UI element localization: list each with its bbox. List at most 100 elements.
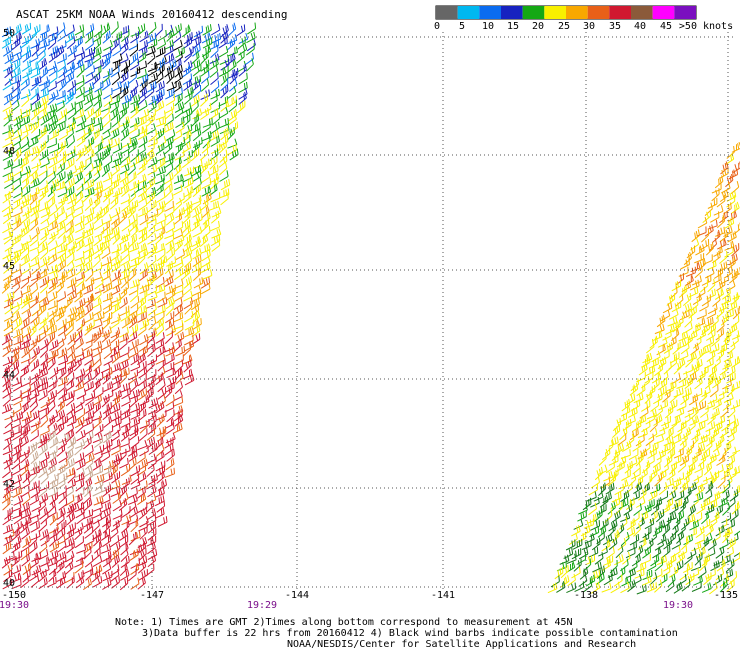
wind-barb bbox=[48, 253, 56, 265]
wind-barb bbox=[147, 359, 154, 372]
wind-barb bbox=[705, 400, 714, 410]
footnote-line-2: 3)Data buffer is 22 hrs from 20160412 4)… bbox=[142, 628, 678, 639]
map-title: ASCAT 25KM NOAA Winds 20160412 descendin… bbox=[16, 8, 288, 21]
wind-barb bbox=[66, 158, 74, 170]
wind-barb bbox=[21, 486, 30, 497]
wind-barb bbox=[725, 217, 734, 228]
wind-barb bbox=[122, 520, 129, 533]
wind-barb bbox=[674, 361, 681, 374]
wind-barb bbox=[663, 330, 672, 341]
wind-barb bbox=[31, 335, 40, 345]
wind-barb bbox=[659, 491, 668, 502]
wind-barb bbox=[111, 285, 120, 296]
wind-barb bbox=[645, 518, 654, 529]
wind-barb bbox=[146, 299, 155, 309]
wind-barb bbox=[732, 162, 740, 173]
wind-barb bbox=[138, 100, 147, 111]
wind-barb bbox=[101, 205, 108, 218]
wind-barb bbox=[12, 158, 21, 168]
wind-barb bbox=[147, 464, 154, 477]
wind-barb bbox=[120, 164, 129, 175]
wind-barb bbox=[67, 246, 75, 258]
wind-barb bbox=[690, 454, 698, 466]
wind-barb bbox=[104, 415, 112, 427]
wind-barb bbox=[12, 457, 20, 469]
wind-barb bbox=[75, 337, 83, 349]
wind-barb bbox=[704, 358, 713, 368]
wind-barb bbox=[157, 414, 164, 427]
wind-barb bbox=[130, 428, 138, 440]
lat-label: 45 bbox=[3, 261, 15, 272]
wind-barb bbox=[75, 251, 84, 261]
wind-barb bbox=[122, 199, 130, 211]
wind-barb bbox=[175, 238, 182, 251]
lat-label: 42 bbox=[3, 479, 15, 490]
wind-barb bbox=[140, 395, 149, 405]
wind-barb bbox=[77, 160, 86, 170]
wind-barb bbox=[84, 86, 93, 97]
wind-barb bbox=[119, 25, 128, 35]
wind-barb bbox=[148, 233, 157, 244]
wind-barb bbox=[699, 300, 708, 311]
wind-barb bbox=[110, 128, 119, 139]
wind-barb bbox=[551, 576, 559, 587]
wind-barb bbox=[155, 339, 164, 350]
wind-barb bbox=[662, 566, 670, 578]
wind-barb bbox=[620, 512, 629, 522]
wind-barb bbox=[710, 211, 719, 222]
wind-barb bbox=[93, 549, 101, 561]
wind-barb bbox=[120, 107, 127, 120]
wind-barb bbox=[660, 463, 668, 475]
wind-barb bbox=[32, 227, 40, 240]
wind-barb bbox=[30, 200, 39, 210]
wind-barb bbox=[166, 241, 174, 253]
wind-barb bbox=[146, 454, 155, 464]
wind-barb bbox=[156, 231, 163, 244]
wind-barb bbox=[121, 242, 129, 254]
wind-barb bbox=[22, 23, 31, 34]
footnote-line-1: Note: 1) Times are GMT 2)Times along bot… bbox=[115, 617, 573, 628]
lat-label: 40 bbox=[3, 578, 15, 589]
wind-barb bbox=[138, 521, 147, 531]
wind-barb bbox=[572, 548, 581, 559]
wind-barb bbox=[731, 292, 739, 305]
wind-barb bbox=[84, 312, 93, 323]
wind-barb bbox=[58, 332, 66, 344]
wind-barb bbox=[76, 122, 85, 132]
wind-barb bbox=[3, 513, 11, 525]
wind-barb bbox=[665, 324, 674, 334]
wind-barb bbox=[58, 540, 66, 552]
wind-barb bbox=[139, 507, 147, 519]
wind-barb bbox=[58, 23, 65, 36]
wind-barb bbox=[49, 451, 57, 463]
wind-barb bbox=[721, 162, 729, 175]
grid-lines bbox=[8, 32, 736, 590]
wind-barb bbox=[674, 582, 682, 593]
wind-barb bbox=[618, 538, 626, 550]
wind-barb bbox=[637, 585, 646, 594]
wind-barb bbox=[633, 574, 642, 585]
wind-barb bbox=[101, 544, 110, 554]
wind-barb bbox=[30, 470, 37, 483]
wind-barb bbox=[31, 575, 39, 587]
wind-barb bbox=[733, 223, 740, 235]
wind-barb bbox=[164, 229, 173, 239]
wind-barb bbox=[704, 317, 713, 327]
wind-barb bbox=[609, 437, 618, 447]
wind-barb bbox=[14, 243, 23, 253]
wind-barb bbox=[66, 318, 73, 331]
wind-barb bbox=[711, 315, 719, 328]
wind-barb bbox=[200, 161, 207, 174]
wind-barb bbox=[58, 348, 67, 358]
wind-barb bbox=[666, 580, 674, 592]
wind-barb bbox=[22, 185, 30, 197]
colorbar-swatch bbox=[631, 6, 653, 19]
colorbar-swatch bbox=[501, 6, 523, 19]
wind-barb bbox=[58, 324, 66, 336]
wind-barb bbox=[93, 433, 102, 443]
wind-barb bbox=[102, 23, 110, 35]
wind-barb bbox=[112, 270, 121, 281]
wind-barb bbox=[192, 286, 201, 296]
